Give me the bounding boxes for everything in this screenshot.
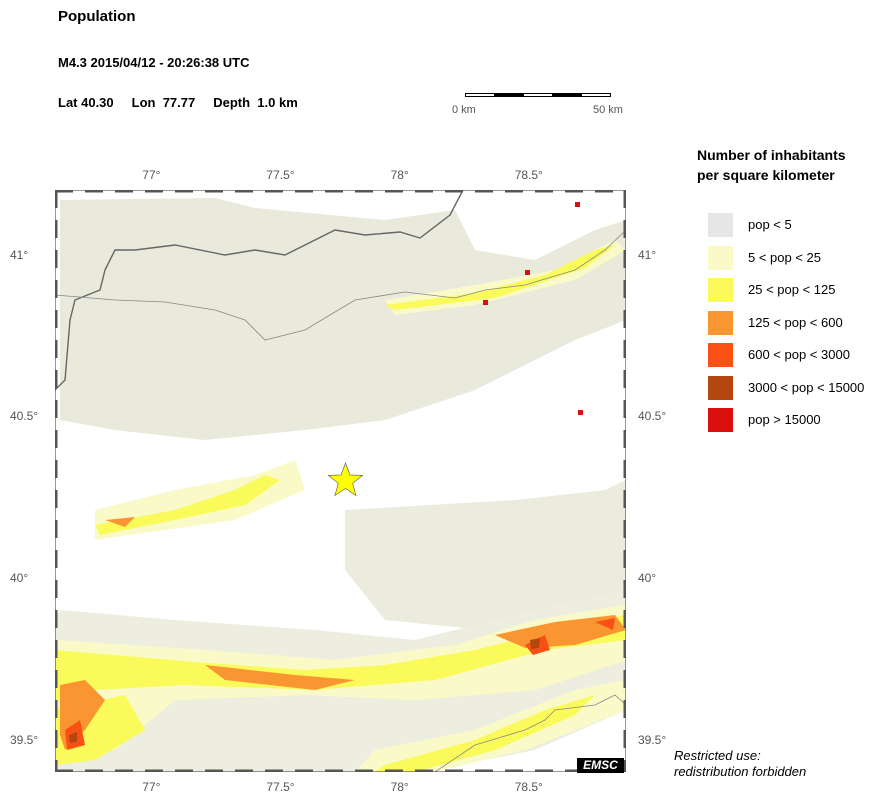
lon-tick-label-top: 78°: [390, 168, 409, 182]
scale-end-label: 50 km: [593, 104, 623, 116]
legend-swatch: [708, 278, 733, 302]
map-frame-ticks: [55, 190, 626, 772]
event-coordinates: Lat 40.30 Lon 77.77 Depth 1.0 km: [58, 95, 316, 110]
lon-tick-label-bottom: 78.5°: [514, 780, 543, 794]
legend-swatch: [708, 213, 733, 237]
population-map[interactable]: [55, 190, 626, 772]
international-border: [55, 190, 464, 391]
lon-tick-label-top: 78.5°: [514, 168, 543, 182]
lat-tick-label-right: 41°: [638, 247, 657, 262]
event-info: M4.3 2015/04/12 - 20:26:38 UTC: [58, 55, 250, 70]
lon-tick-label-bottom: 77°: [142, 780, 161, 794]
lon-tick-label-bottom: 77.5°: [266, 780, 295, 794]
lat-tick-label-left: 40.5°: [10, 409, 39, 424]
scale-bar: [465, 93, 611, 101]
lat-tick-label-left: 39.5°: [10, 732, 39, 747]
lat-tick-label-left: 41°: [10, 247, 29, 262]
lon-tick-label-top: 77.5°: [266, 168, 295, 182]
internal-border-south: [434, 694, 626, 772]
latitude-value: Lat 40.30: [58, 95, 114, 110]
emsc-logo: EMSC: [577, 758, 624, 773]
legend-swatch: [708, 376, 733, 400]
star-icon: [327, 462, 364, 497]
lat-tick-label-right: 40°: [638, 571, 657, 585]
lat-tick-label-right: 39.5°: [638, 732, 667, 747]
legend-swatch: [708, 343, 733, 367]
population-density-layer: [55, 198, 626, 772]
legend-swatch: [708, 408, 733, 432]
internal-border: [55, 229, 626, 341]
lon-tick-label-top: 77°: [142, 168, 161, 182]
scale-start-label: 0 km: [452, 104, 476, 116]
legend-title: Number of inhabitants per square kilomet…: [697, 147, 846, 183]
legend-swatch: [708, 311, 733, 335]
lon-tick-label-bottom: 78°: [390, 780, 409, 794]
usage-notice: Restricted use: redistribution forbidden: [674, 748, 807, 779]
longitude-value: Lon 77.77: [131, 95, 196, 110]
map-title: Population: [58, 8, 136, 25]
depth-value: Depth 1.0 km: [213, 95, 298, 110]
lat-tick-label-left: 40°: [10, 571, 29, 585]
legend-swatch: [708, 246, 733, 270]
lat-tick-label-right: 40.5°: [638, 409, 667, 424]
map-canvas: [55, 190, 626, 772]
